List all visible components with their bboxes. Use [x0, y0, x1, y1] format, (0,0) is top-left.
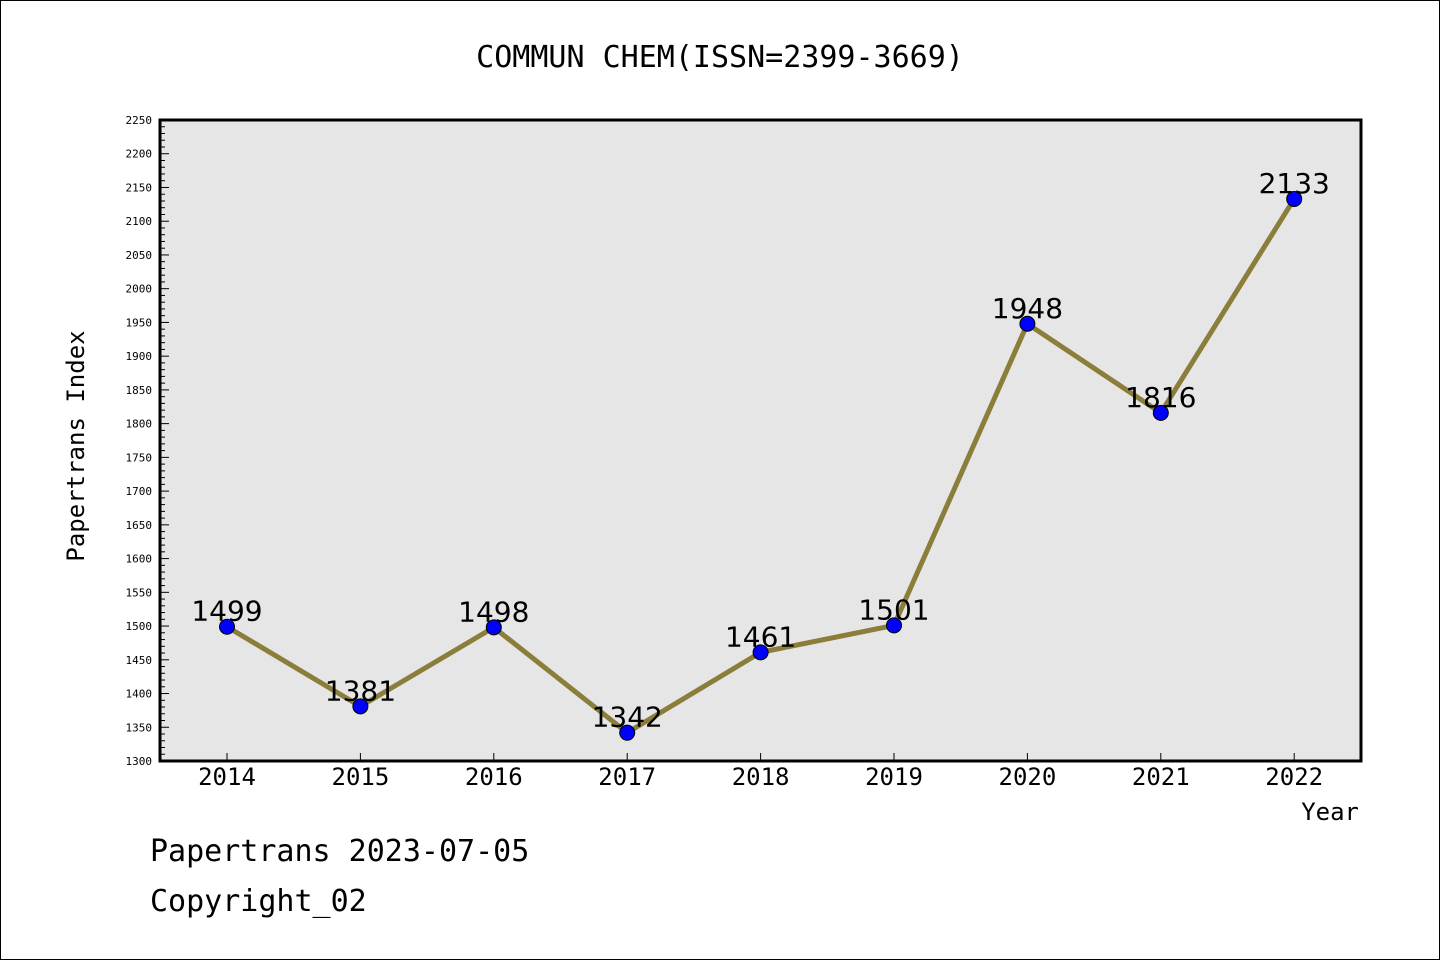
y-tick-label: 1450 — [126, 654, 153, 667]
data-point — [1286, 190, 1303, 207]
y-tick-label: 2250 — [126, 114, 153, 127]
x-tick-label: 2022 — [1265, 763, 1323, 791]
y-tick-label: 1500 — [126, 620, 153, 633]
data-label: 1461 — [725, 620, 796, 653]
y-tick-label: 1750 — [126, 451, 153, 464]
x-tick-label: 2017 — [598, 763, 656, 791]
data-label: 1501 — [858, 593, 929, 626]
y-tick-label: 2050 — [126, 249, 153, 262]
data-point — [219, 618, 235, 635]
y-tick-label: 2000 — [126, 283, 153, 296]
data-point — [352, 698, 369, 715]
y-tick-label: 1400 — [126, 688, 153, 701]
data-label: 1816 — [1125, 381, 1196, 414]
plot-border — [158, 118, 1363, 763]
x-axis-label: Year — [1301, 798, 1359, 826]
data-label: 1342 — [592, 701, 663, 734]
y-tick-label: 1800 — [126, 418, 153, 431]
y-tick-label: 1900 — [126, 350, 153, 363]
y-tick-label: 1600 — [126, 553, 153, 566]
y-tick-label: 1950 — [126, 316, 153, 329]
data-label: 1948 — [992, 292, 1063, 325]
data-point — [619, 724, 636, 741]
y-tick-label: 1550 — [126, 586, 153, 599]
data-point — [485, 619, 502, 636]
y-axis-label: Papertrans Index — [62, 330, 90, 561]
x-tick-label: 2019 — [865, 763, 923, 791]
chart-title: COMMUN CHEM(ISSN=2399-3669) — [476, 40, 964, 75]
footer-date-line: Papertrans 2023-07-05 — [150, 834, 530, 869]
x-tick-label: 2015 — [332, 763, 390, 791]
y-tick-label: 2200 — [126, 148, 153, 161]
data-label: 1499 — [191, 595, 262, 628]
data-point — [752, 644, 769, 661]
y-axis-ticks: 1300 1350 1400 1450 1500 1550 1600 1650 1700 1750… — [126, 114, 169, 768]
data-label: 2133 — [1259, 167, 1330, 200]
data-point — [1019, 315, 1036, 332]
y-tick-label: 1300 — [126, 755, 153, 768]
x-tick-label: 2014 — [198, 763, 256, 791]
x-tick-label: 2021 — [1132, 763, 1190, 791]
plot-area — [160, 120, 1361, 761]
y-tick-label: 2150 — [126, 181, 153, 194]
y-tick-label: 1850 — [126, 384, 153, 397]
y-tick-label: 1650 — [126, 519, 153, 532]
y-tick-label: 1700 — [126, 485, 153, 498]
data-label: 1498 — [458, 595, 529, 628]
x-tick-label: 2020 — [999, 763, 1057, 791]
y-tick-label: 1350 — [126, 721, 153, 734]
data-point — [1152, 404, 1169, 421]
x-tick-label: 2018 — [732, 763, 790, 791]
footer-copyright-line: Copyright_02 — [150, 884, 367, 919]
y-tick-label: 2100 — [126, 215, 153, 228]
x-tick-label: 2016 — [465, 763, 523, 791]
data-labels: 1499 1381 1498 1342 1461 1501 1948 1816 2133 — [191, 167, 1329, 734]
data-point — [886, 617, 902, 634]
data-markers — [219, 190, 1303, 741]
data-label: 1381 — [325, 674, 396, 707]
